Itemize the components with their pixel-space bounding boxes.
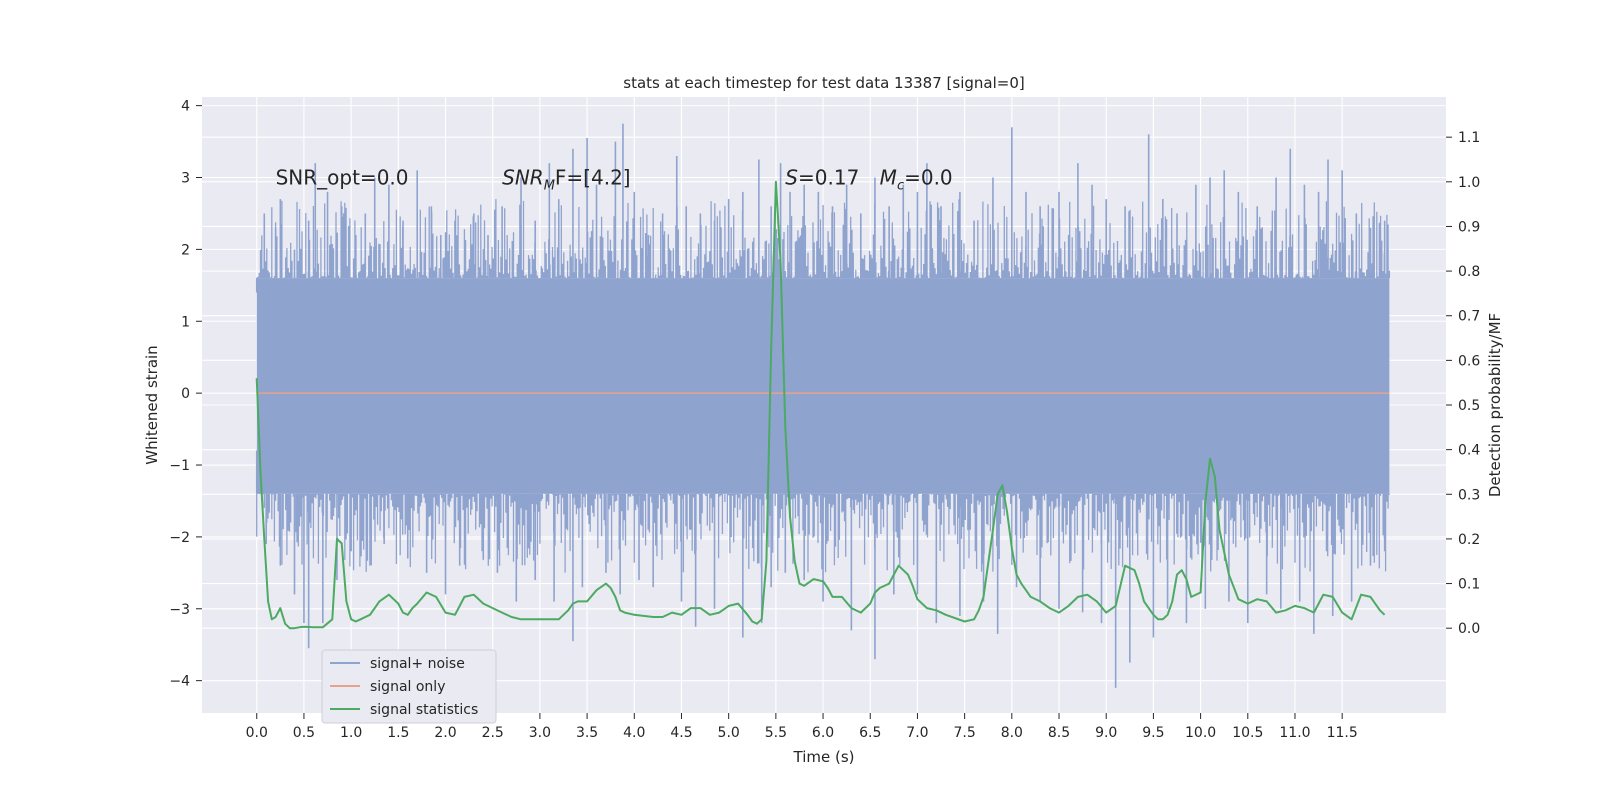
y-right-tick-label-11: 1.1 xyxy=(1458,130,1480,146)
x-axis-label: Time (s) xyxy=(793,748,855,766)
y-axis-label-left: Whitened strain xyxy=(143,345,161,464)
y-right-tick-label-3: 0.3 xyxy=(1458,487,1480,503)
noise-texture-lower xyxy=(256,493,1391,573)
x-tick-label-3: 1.5 xyxy=(387,725,409,741)
annotation-0: SNR_opt=0.0 xyxy=(276,166,409,190)
signal-statistics-line xyxy=(255,180,1386,630)
x-tick-label-10: 5.0 xyxy=(718,725,740,741)
x-ticks: 0.0 0.5 1.0 1.5 2.0 2.5 3.0 3.5 4.0 4.5 5.0 5.5 6.0 6… xyxy=(246,713,1358,741)
x-tick-label-21: 10.5 xyxy=(1232,725,1263,741)
noise-band xyxy=(256,278,1390,494)
y-left-tick-label-4: 0 xyxy=(181,386,190,402)
y-left-tick-label-3: −1 xyxy=(169,458,190,474)
x-tick-label-18: 9.0 xyxy=(1095,725,1117,741)
x-tick-label-13: 6.5 xyxy=(859,725,881,741)
y-right-tick-label-10: 1.0 xyxy=(1458,175,1480,191)
x-tick-label-6: 3.0 xyxy=(529,725,551,741)
x-tick-label-11: 5.5 xyxy=(765,725,787,741)
series-layer xyxy=(255,180,1390,630)
y-ticks-left: −4 −3 −2 −1 0 1 2 3 4 xyxy=(169,99,202,690)
x-tick-label-5: 2.5 xyxy=(482,725,504,741)
x-tick-label-0: 0.0 xyxy=(246,725,268,741)
x-tick-label-16: 8.0 xyxy=(1001,725,1023,741)
noise-layer xyxy=(255,123,1391,688)
x-tick-label-4: 2.0 xyxy=(434,725,456,741)
x-tick-label-9: 4.5 xyxy=(670,725,692,741)
y-left-tick-label-0: −4 xyxy=(169,674,190,690)
x-tick-label-14: 7.0 xyxy=(906,725,928,741)
x-tick-label-19: 9.5 xyxy=(1142,725,1164,741)
annotation-2: S=0.17 xyxy=(785,166,859,190)
annotations: SNR_opt=0.0 SNRMF=[4.2] S=0.17 Mc=0.0 xyxy=(276,166,953,194)
x-tick-label-1: 0.5 xyxy=(293,725,315,741)
legend-label-noise: signal+ noise xyxy=(370,656,465,672)
legend-label-signal: signal only xyxy=(370,679,445,695)
y-left-tick-label-1: −3 xyxy=(169,602,190,618)
x-tick-label-20: 10.0 xyxy=(1185,725,1216,741)
x-tick-label-23: 11.5 xyxy=(1327,725,1358,741)
x-tick-label-12: 6.0 xyxy=(812,725,834,741)
annotation-1: SNRMF=[4.2] xyxy=(502,166,630,194)
y-right-tick-label-2: 0.2 xyxy=(1458,532,1480,548)
legend: signal+ noise signal only signal statist… xyxy=(321,649,497,724)
y-right-tick-label-6: 0.6 xyxy=(1458,353,1480,369)
y-left-tick-label-6: 2 xyxy=(181,242,190,258)
y-right-tick-label-0: 0.0 xyxy=(1458,621,1480,637)
y-right-tick-label-4: 0.4 xyxy=(1458,443,1480,459)
y-right-tick-label-7: 0.7 xyxy=(1458,309,1480,325)
annotation-3: Mc=0.0 xyxy=(880,166,953,194)
y-right-tick-label-9: 0.9 xyxy=(1458,219,1480,235)
legend-label-stats: signal statistics xyxy=(370,702,478,718)
x-tick-label-7: 3.5 xyxy=(576,725,598,741)
y-right-tick-label-5: 0.5 xyxy=(1458,398,1480,414)
y-left-tick-label-2: −2 xyxy=(169,530,190,546)
y-right-tick-label-1: 0.1 xyxy=(1458,577,1480,593)
y-left-tick-label-5: 1 xyxy=(181,314,190,330)
x-tick-label-22: 11.0 xyxy=(1279,725,1310,741)
y-axis-label-right: Detection probability/MF xyxy=(1486,313,1504,497)
y-ticks-right: 0.0 0.1 0.2 0.3 0.4 0.5 0.6 0.7 0.8 0.9 1.0 1.1 xyxy=(1446,130,1480,637)
y-right-tick-label-8: 0.8 xyxy=(1458,264,1480,280)
y-left-tick-label-7: 3 xyxy=(181,171,190,187)
x-tick-label-15: 7.5 xyxy=(954,725,976,741)
x-tick-label-2: 1.0 xyxy=(340,725,362,741)
y-left-tick-label-8: 4 xyxy=(181,99,190,115)
x-tick-label-8: 4.0 xyxy=(623,725,645,741)
x-tick-label-17: 8.5 xyxy=(1048,725,1070,741)
legend-box xyxy=(321,649,497,724)
chart-title: stats at each timestep for test data 133… xyxy=(623,74,1024,92)
